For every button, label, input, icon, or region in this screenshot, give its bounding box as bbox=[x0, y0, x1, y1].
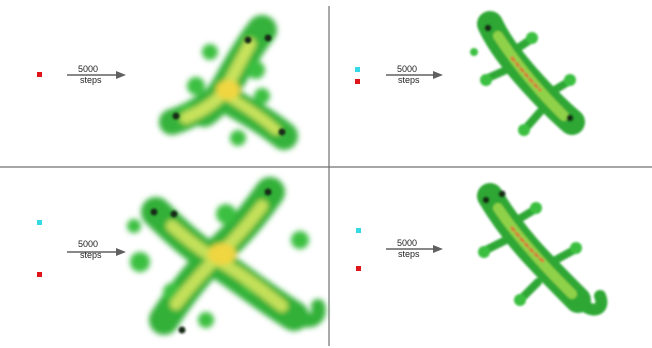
step-unit: steps bbox=[398, 75, 420, 85]
panel-bottom-left: 5000 steps bbox=[37, 177, 326, 335]
seed-red bbox=[355, 79, 360, 84]
step-count: 5000 bbox=[397, 238, 417, 248]
lizard-eyes bbox=[150, 188, 272, 334]
seed-red bbox=[37, 72, 42, 77]
panel-top-left: 5000 steps bbox=[37, 15, 298, 150]
lizard-three-limbed bbox=[159, 15, 298, 150]
panel-top-right: 5000 steps bbox=[355, 11, 585, 136]
seed-red bbox=[37, 272, 42, 277]
step-count: 5000 bbox=[78, 239, 98, 249]
panel-bottom-right: 5000 steps bbox=[356, 183, 608, 316]
step-count: 5000 bbox=[397, 64, 417, 74]
step-unit: steps bbox=[80, 250, 102, 260]
step-unit: steps bbox=[398, 249, 420, 259]
step-unit: steps bbox=[80, 75, 102, 85]
lizard-diagonal bbox=[477, 183, 608, 316]
seed-cyan bbox=[355, 67, 360, 72]
seed-red bbox=[356, 266, 361, 271]
seed-cyan bbox=[37, 220, 42, 225]
seed-cyan bbox=[356, 228, 361, 233]
lizard-eyes bbox=[172, 34, 286, 136]
lizard-diagonal bbox=[470, 11, 585, 136]
step-count: 5000 bbox=[78, 64, 98, 74]
lizard-x-shaped bbox=[127, 177, 326, 335]
